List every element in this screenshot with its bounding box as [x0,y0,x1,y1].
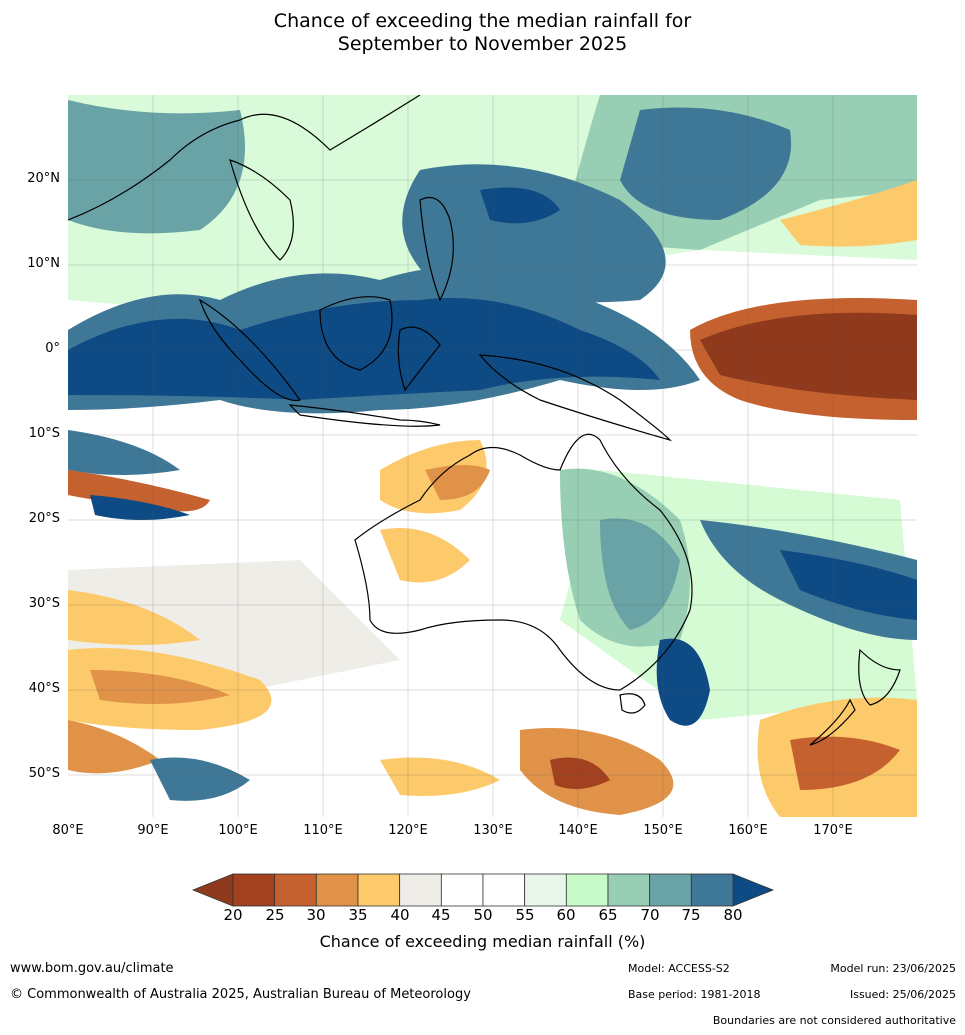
colorbar-tick-40: 40 [390,906,410,924]
lon-label-170e: 170°E [813,823,853,838]
lat-label-40s: 40°S [28,681,60,696]
colorbar-tick-65: 65 [598,906,618,924]
model-run-text: Model run: 23/06/2025 [830,962,956,975]
title-line-1: Chance of exceeding the median rainfall … [273,10,692,32]
lat-label-30s: 30°S [28,596,60,611]
lon-label-130e: 130°E [473,823,513,838]
colorbar-segment [565,873,609,907]
lon-label-150e: 150°E [643,823,683,838]
colorbar-tick-20: 20 [223,906,243,924]
colorbar-tick-50: 50 [473,906,493,924]
lon-label-80e: 80°E [52,823,84,838]
lon-label-140e: 140°E [558,823,598,838]
colorbar-tick-60: 60 [556,906,576,924]
lat-label-50s: 50°S [28,766,60,781]
lat-label-10n: 10°N [27,256,60,271]
colorbar-segment [274,873,317,907]
lat-label-20n: 20°N [27,171,60,186]
colorbar-segment [524,873,567,907]
colorbar-tick-45: 45 [431,906,451,924]
map-title: Chance of exceeding the median rainfall … [0,10,965,56]
colorbar-segment [399,873,442,907]
website-link[interactable]: www.bom.gov.au/climate [10,961,174,976]
colorbar-tick-25: 25 [265,906,285,924]
colorbar-tick-75: 75 [681,906,701,924]
colorbar-segment [607,873,651,907]
colorbar-segment [649,873,692,907]
colorbar-tick-70: 70 [640,906,660,924]
colorbar-tick-55: 55 [515,906,535,924]
disclaimer-text: Boundaries are not considered authoritat… [712,1014,956,1027]
colorbar-label: Chance of exceeding median rainfall (%) [319,932,646,951]
model-text: Model: ACCESS-S2 [628,962,730,975]
lon-label-110e: 110°E [303,823,343,838]
colorbar-tick-80: 80 [723,906,743,924]
colorbar [191,873,775,907]
colorbar-segment [357,873,401,907]
lon-label-120e: 120°E [388,823,428,838]
lon-label-100e: 100°E [218,823,258,838]
map-field [68,95,917,817]
lat-label-20s: 20°S [28,511,60,526]
colorbar-tick-30: 30 [306,906,326,924]
colorbar-segment [690,873,734,907]
colorbar-tick-35: 35 [348,906,368,924]
lat-label-10s: 10°S [28,426,60,441]
colorbar-segment [315,873,359,907]
colorbar-segment [232,873,276,907]
lon-label-90e: 90°E [137,823,169,838]
lat-label-0: 0° [45,341,60,356]
colorbar-under-arrow [191,873,234,907]
colorbar-segment [482,873,526,907]
colorbar-over-arrow [732,873,775,907]
lon-label-160e: 160°E [728,823,768,838]
colorbar-segment [440,873,484,907]
title-line-2: September to November 2025 [337,33,628,55]
issued-text: Issued: 25/06/2025 [849,988,956,1001]
base-period-text: Base period: 1981-2018 [628,988,761,1001]
copyright-text: © Commonwealth of Australia 2025, Austra… [10,987,471,1002]
